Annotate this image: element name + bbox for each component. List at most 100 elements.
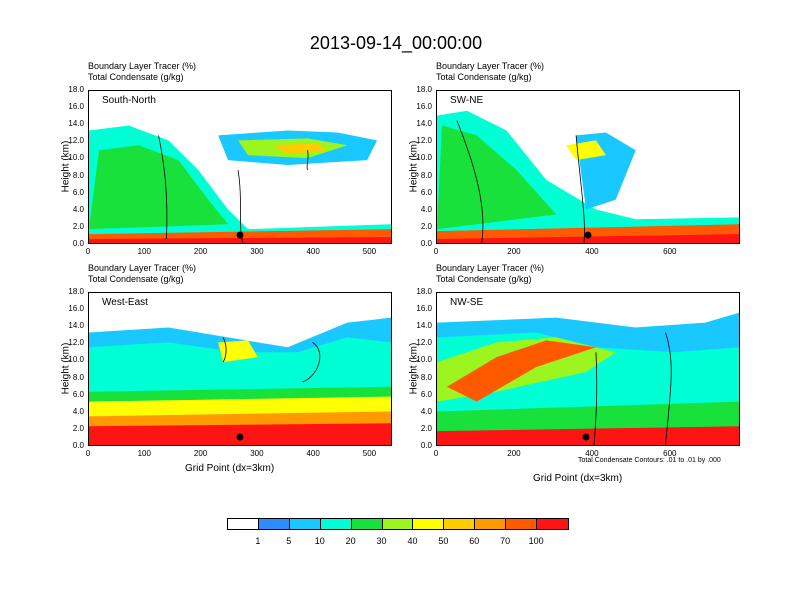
panel-header-line1: Boundary Layer Tracer (%) [436, 263, 545, 273]
x-tick-label: 200 [507, 449, 521, 458]
x-tick-label: 400 [585, 449, 599, 458]
y-tick-label: 8.0 [420, 372, 432, 382]
y-tick-label: 0.0 [72, 239, 84, 248]
panel-header-line1: Boundary Layer Tracer (%) [88, 61, 197, 71]
colorbar-label: 5 [286, 536, 292, 546]
x-tick-label: 0 [85, 449, 91, 458]
panel-header-line2: Total Condensate (g/kg) [88, 274, 184, 284]
plot-area [436, 90, 740, 244]
tracer-band [566, 140, 606, 161]
y-tick-label: 4.0 [72, 204, 84, 214]
colorbar-label: 30 [376, 536, 387, 546]
figure-title: 2013-09-14_00:00:00 [309, 33, 483, 53]
y-tick-label: 0.0 [420, 239, 432, 248]
colorbar-swatch [506, 519, 538, 529]
heatmap-field [437, 312, 739, 445]
y-tick-label: 18.0 [416, 85, 432, 94]
colorbar-label: 10 [314, 536, 325, 546]
tracer-band [89, 237, 391, 243]
tracer-band [437, 125, 557, 230]
y-tick-label: 14.0 [68, 321, 84, 331]
y-tick-label: 0.0 [420, 441, 432, 450]
panel-header-line2: Total Condensate (g/kg) [436, 72, 532, 82]
y-tick-label: 8.0 [72, 170, 84, 180]
y-tick-label: 16.0 [68, 102, 84, 112]
y-tick-label: 2.0 [420, 423, 432, 433]
x-axis-label: Grid Point (dx=3km) [533, 473, 623, 484]
colorbar-swatch [228, 519, 259, 529]
panel-header-line1: Boundary Layer Tracer (%) [88, 263, 197, 273]
heatmap-field [437, 110, 739, 243]
panel-label: NW-SE [448, 297, 486, 308]
colorbar-swatch [444, 519, 476, 529]
site-marker [582, 433, 590, 441]
panel-label: West-East [100, 297, 150, 308]
condensate-contour [306, 150, 309, 171]
x-tick-label: 200 [507, 247, 521, 256]
x-tick-label: 0 [85, 247, 91, 256]
contour-note: Total Condensate Contours: .01 to .01 by… [578, 457, 721, 464]
y-tick-label: 4.0 [72, 406, 84, 416]
colorbar-swatch [289, 519, 321, 529]
x-tick-label: 400 [585, 247, 599, 256]
plot-area [436, 292, 740, 446]
y-tick-label: 8.0 [420, 170, 432, 180]
y-tick-label: 12.0 [68, 136, 84, 146]
y-tick-label: 10.0 [416, 153, 432, 163]
y-tick-label: 2.0 [72, 423, 84, 433]
colorbar-label: 100 [528, 536, 544, 546]
x-tick-label: 600 [663, 449, 677, 458]
site-marker [584, 231, 592, 239]
y-axis-label: Height (km) [60, 140, 72, 193]
y-tick-label: 14.0 [416, 119, 432, 129]
condensate-contour [158, 135, 168, 240]
y-tick-label: 10.0 [68, 355, 84, 365]
site-marker [236, 231, 244, 239]
x-tick-label: 0 [433, 449, 439, 458]
colorbar-label: 20 [345, 536, 356, 546]
condensate-contour [222, 337, 227, 363]
colorbar-swatch [537, 519, 568, 529]
condensate-contour [575, 135, 585, 243]
y-axis-label: Height (km) [60, 342, 72, 395]
colorbar-swatch [413, 519, 445, 529]
tracer-band [89, 145, 229, 230]
y-tick-label: 10.0 [416, 355, 432, 365]
y-tick-label: 0.0 [72, 441, 84, 450]
y-tick-label: 6.0 [72, 187, 84, 197]
tracer-band [272, 143, 328, 155]
y-tick-label: 12.0 [416, 338, 432, 348]
y-tick-label: 18.0 [68, 85, 84, 94]
heatmap-field [89, 317, 391, 445]
colorbar-label: 40 [407, 536, 418, 546]
colorbar-swatch [351, 519, 383, 529]
y-tick-label: 18.0 [68, 287, 84, 296]
x-tick-label: 500 [362, 449, 377, 458]
y-tick-label: 18.0 [416, 287, 432, 296]
y-tick-label: 10.0 [68, 153, 84, 163]
colorbar-label: 50 [438, 536, 449, 546]
site-marker [236, 433, 244, 441]
y-tick-label: 8.0 [72, 372, 84, 382]
x-tick-label: 400 [306, 247, 320, 256]
y-tick-label: 16.0 [416, 304, 432, 314]
x-tick-label: 400 [306, 449, 320, 458]
y-tick-label: 12.0 [416, 136, 432, 146]
y-tick-label: 2.0 [72, 221, 84, 231]
plot-area [88, 90, 392, 244]
x-tick-label: 0 [433, 247, 439, 256]
x-tick-label: 500 [362, 247, 377, 256]
y-tick-label: 14.0 [68, 119, 84, 129]
condensate-contour [237, 169, 244, 243]
panel-header-line1: Boundary Layer Tracer (%) [436, 61, 545, 71]
condensate-contour [456, 120, 484, 243]
y-tick-label: 4.0 [420, 204, 432, 214]
x-tick-label: 200 [193, 449, 208, 458]
colorbar-swatch [320, 519, 352, 529]
x-tick-label: 200 [193, 247, 208, 256]
y-tick-label: 6.0 [72, 389, 84, 399]
x-axis-label: Grid Point (dx=3km) [185, 463, 275, 474]
condensate-contour [593, 352, 598, 445]
panel-header-line2: Total Condensate (g/kg) [436, 274, 532, 284]
colorbar-swatch [475, 519, 507, 529]
